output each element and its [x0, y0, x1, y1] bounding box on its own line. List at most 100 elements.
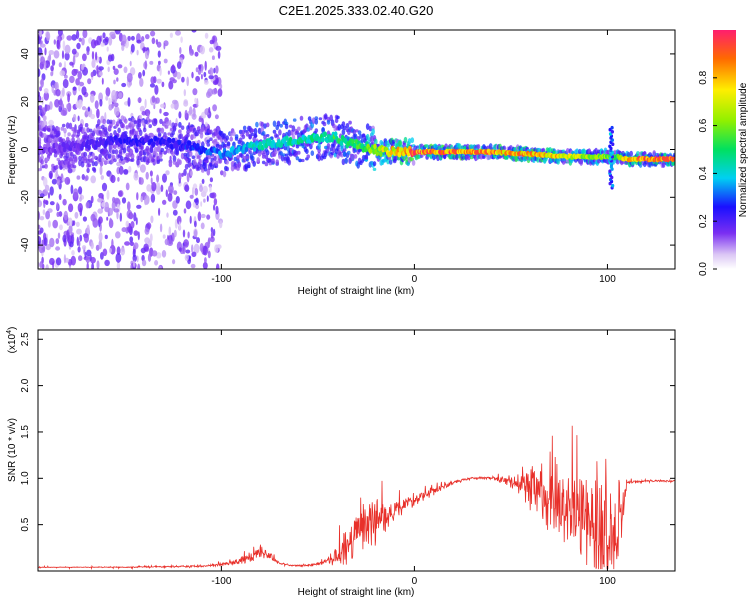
noise-speck — [169, 155, 172, 161]
spectral-cell — [251, 133, 255, 137]
noise-speck — [179, 47, 182, 55]
noise-speck — [38, 230, 42, 235]
y-tick-label: -20 — [20, 190, 31, 205]
noise-speck — [63, 210, 68, 221]
spectral-cell — [82, 127, 86, 134]
spectral-cell — [86, 158, 90, 165]
spectral-cell — [326, 119, 331, 125]
noise-speck — [213, 155, 217, 161]
noise-speck — [137, 97, 142, 103]
noise-speck — [183, 168, 187, 177]
spectral-cell — [287, 129, 292, 137]
noise-speck — [138, 72, 142, 79]
noise-speck — [171, 64, 175, 71]
snr-scale-exponent: 4 — [6, 330, 13, 334]
snr-ylabel: SNR (10 * v/v) — [7, 418, 18, 482]
spectral-cell — [465, 143, 470, 150]
noise-speck — [56, 211, 60, 217]
noise-speck — [50, 65, 54, 72]
noise-speck — [86, 51, 90, 56]
noise-speck — [59, 224, 63, 231]
spectral-cell — [190, 134, 194, 141]
noise-speck — [113, 68, 119, 75]
noise-speck — [165, 170, 170, 176]
spectral-cell — [565, 148, 570, 154]
noise-speck — [189, 194, 194, 199]
noise-speck — [208, 75, 214, 80]
noise-speck — [98, 239, 103, 250]
spectral-cell — [405, 156, 409, 162]
noise-speck — [79, 196, 82, 202]
spectral-cell — [160, 147, 165, 153]
noise-speck — [202, 245, 208, 256]
noise-speck — [185, 249, 191, 254]
spectral-cell — [263, 134, 267, 141]
spectral-cell — [205, 160, 209, 164]
spectral-cell — [615, 159, 620, 165]
noise-speck — [192, 186, 194, 197]
spectral-cell — [251, 155, 255, 162]
noise-speck — [209, 177, 213, 183]
spectral-cell — [348, 120, 352, 125]
snr-scale-close: ) — [7, 327, 18, 330]
spectral-cell — [80, 161, 85, 168]
noise-speck — [113, 79, 116, 85]
noise-speck — [204, 121, 208, 127]
spectral-cell — [415, 145, 420, 149]
spectral-cell — [165, 121, 170, 127]
noise-speck — [136, 39, 142, 44]
spectral-cell — [352, 129, 357, 135]
spectral-cell — [226, 145, 231, 149]
noise-speck — [47, 220, 51, 228]
spectral-cell — [188, 162, 193, 167]
noise-speck — [133, 172, 139, 181]
noise-speck — [55, 238, 60, 245]
noise-speck — [72, 55, 76, 66]
spectral-cell — [106, 160, 111, 164]
noise-speck — [125, 220, 130, 228]
spectral-cell — [197, 155, 201, 160]
spectral-cell — [419, 154, 424, 158]
spike-cell — [610, 130, 615, 134]
spectral-cell — [99, 161, 104, 167]
ridge-cell — [339, 140, 344, 146]
noise-speck — [181, 76, 185, 83]
noise-speck — [42, 115, 47, 121]
noise-speck — [45, 264, 49, 269]
noise-speck — [86, 262, 89, 269]
spectral-cell — [101, 124, 105, 130]
noise-speck — [178, 172, 182, 181]
spectral-cell — [310, 150, 315, 156]
spectral-cell — [582, 149, 586, 154]
spectral-cell — [261, 160, 266, 165]
spectral-cell — [372, 167, 377, 171]
noise-speck — [209, 185, 212, 193]
x-tick-label: -100 — [211, 576, 231, 587]
noise-speck — [108, 104, 113, 111]
spectral-cell — [222, 170, 227, 178]
spectral-cell — [70, 151, 74, 157]
spectral-cell — [274, 148, 278, 155]
noise-speck — [193, 243, 200, 254]
spectral-cell — [94, 129, 98, 134]
snr-xlabel: Height of straight line (km) — [298, 587, 415, 598]
spectral-cell — [106, 119, 111, 125]
noise-speck — [143, 243, 149, 252]
noise-speck — [86, 46, 90, 53]
spectrogram-xlabel: Height of straight line (km) — [298, 286, 415, 297]
noise-speck — [109, 31, 116, 37]
noise-speck — [149, 60, 154, 65]
noise-speck — [139, 77, 144, 87]
noise-speck — [86, 249, 92, 257]
noise-speck — [78, 99, 83, 108]
spectral-cell — [575, 148, 579, 155]
noise-speck — [207, 250, 211, 259]
spectral-cell — [368, 125, 373, 132]
noise-speck — [183, 100, 189, 107]
ridge-cell — [168, 137, 172, 144]
noise-speck — [182, 229, 186, 238]
noise-speck — [106, 46, 109, 52]
spectral-cell — [186, 152, 190, 159]
noise-speck — [158, 207, 161, 216]
noise-speck — [74, 211, 79, 219]
